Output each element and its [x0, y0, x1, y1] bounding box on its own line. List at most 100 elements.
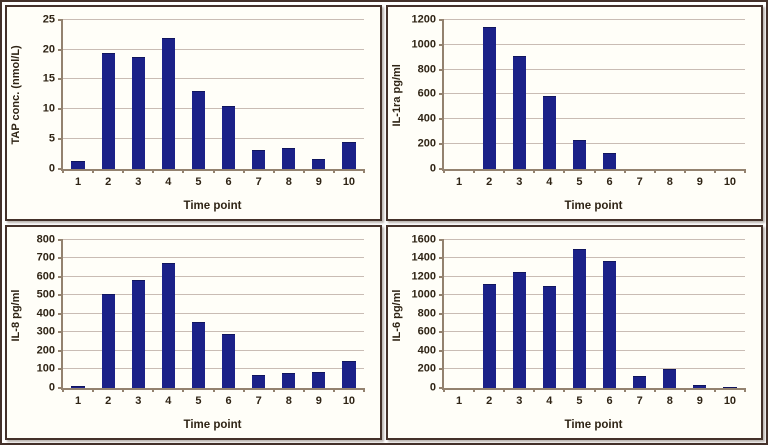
x-tick-mark — [242, 388, 245, 392]
gridline — [63, 331, 364, 333]
y-tick-mark — [58, 19, 63, 21]
x-tick-mark — [473, 388, 476, 392]
y-axis-title: IL-1ra pg/ml — [391, 64, 403, 127]
y-tick-mark — [58, 78, 63, 81]
x-tick-label: 4 — [546, 395, 553, 407]
x-tick-mark — [653, 168, 656, 173]
bar — [282, 373, 296, 388]
x-tick-mark — [92, 388, 95, 392]
x-axis-title: Time point — [183, 419, 242, 431]
y-tick-label: 800 — [417, 307, 436, 320]
x-tick-label: 1 — [455, 395, 463, 407]
x-tick-label: 10 — [723, 175, 737, 188]
gridline — [63, 19, 364, 20]
y-tick-label: 0 — [48, 162, 55, 174]
y-tick-mark — [439, 275, 444, 278]
x-axis-title: Time point — [183, 199, 242, 212]
y-tick-label: 5 — [48, 132, 55, 145]
x-tick-mark — [533, 388, 536, 392]
x-tick-mark — [623, 388, 626, 392]
bar — [161, 262, 175, 388]
x-tick-label: 5 — [195, 395, 202, 407]
y-tick-mark — [58, 312, 63, 315]
bar — [282, 147, 296, 169]
x-tick-mark — [272, 168, 275, 173]
bar — [602, 260, 617, 388]
plot-area: 0 200 400 600 800 1000 1200 1 2 3 4 5 6 7 8 9 10 — [412, 14, 746, 187]
x-tick-mark — [503, 388, 506, 392]
x-tick-mark — [563, 388, 566, 392]
x-tick-label: 10 — [342, 175, 356, 188]
x-tick-label: 9 — [696, 395, 703, 407]
x-tick-mark — [563, 168, 566, 173]
x-tick-label: 4 — [546, 175, 553, 188]
bar — [252, 375, 266, 388]
x-tick-mark — [593, 168, 596, 173]
y-tick-label: 1600 — [411, 233, 436, 245]
x-tick-label: 7 — [255, 175, 262, 188]
x-tick-label: 5 — [576, 175, 583, 188]
plot-area: 0 200 400 600 800 1000 1200 1400 1600 1 2 3 4 5 6 7 8 9 10 — [412, 234, 746, 407]
x-tick-mark — [302, 168, 305, 173]
gridline — [63, 48, 364, 50]
y-tick-label: 15 — [42, 72, 55, 85]
bar — [342, 361, 356, 388]
x-tick-mark — [593, 388, 596, 392]
bar — [191, 322, 206, 388]
bar — [693, 384, 707, 388]
y-tick-mark — [439, 19, 444, 21]
y-tick-label: 0 — [429, 162, 436, 174]
gridline — [444, 118, 745, 119]
x-axis-title: Time point — [564, 419, 623, 431]
y-tick-label: 600 — [417, 325, 436, 338]
x-tick-mark — [212, 168, 215, 173]
x-axis-title: Time point — [564, 199, 623, 212]
y-tick-label: 1200 — [411, 13, 436, 26]
x-tick-label: 2 — [486, 395, 493, 407]
x-tick-label: 2 — [105, 395, 112, 407]
x-tick-label: 9 — [315, 175, 322, 188]
x-tick-label: 3 — [135, 395, 142, 407]
y-tick-label: 200 — [36, 344, 55, 357]
x-tick-label: 7 — [255, 395, 262, 407]
y-tick-label: 400 — [417, 344, 436, 357]
y-tick-label: 400 — [417, 112, 436, 125]
bar — [71, 386, 85, 388]
y-axis-title: IL-6 pg/ml — [391, 288, 403, 341]
gridline — [63, 368, 364, 370]
bar — [161, 37, 175, 169]
y-tick-label: 0 — [429, 381, 436, 394]
x-tick-label: 6 — [606, 175, 613, 188]
x-tick-mark — [713, 168, 716, 173]
y-tick-label: 0 — [48, 381, 55, 394]
y-tick-label: 20 — [42, 43, 55, 56]
gridline — [444, 93, 745, 95]
x-tick-label: 1 — [74, 175, 82, 188]
x-tick-mark — [473, 168, 476, 173]
x-tick-mark — [182, 388, 185, 392]
x-tick-mark — [713, 388, 716, 392]
chart-panel-il1ra: IL-1ra pg/ml 0 200 400 600 800 1000 1200 1 2 3 4 5 6 7… — [386, 5, 763, 221]
gridline — [444, 349, 745, 351]
y-tick-mark — [58, 137, 63, 140]
y-tick-label: 500 — [36, 288, 55, 301]
x-tick-label: 8 — [285, 175, 292, 188]
y-tick-mark — [439, 331, 444, 334]
x-tick-label: 10 — [723, 395, 737, 407]
x-tick-label: 9 — [315, 395, 322, 407]
x-tick-label: 4 — [165, 395, 172, 407]
plot-area: 0 100 200 300 400 500 600 700 800 1 2 3 4 5 6 7 8 9 10 — [37, 234, 365, 407]
x-tick-mark — [443, 388, 445, 392]
x-tick-mark — [212, 388, 215, 392]
x-tick-mark — [653, 388, 656, 392]
chart-panel-il6: IL-6 pg/ml 0 200 400 600 800 1000 1200 1400 1600 1… — [386, 224, 763, 440]
x-tick-label: 8 — [666, 395, 673, 407]
x-tick-label: 3 — [135, 175, 142, 188]
gridline — [63, 312, 364, 314]
y-tick-mark — [439, 93, 444, 96]
x-tick-label: 8 — [666, 175, 673, 188]
y-tick-label: 200 — [417, 137, 436, 150]
gridline — [63, 349, 364, 351]
x-tick-mark — [302, 388, 305, 392]
